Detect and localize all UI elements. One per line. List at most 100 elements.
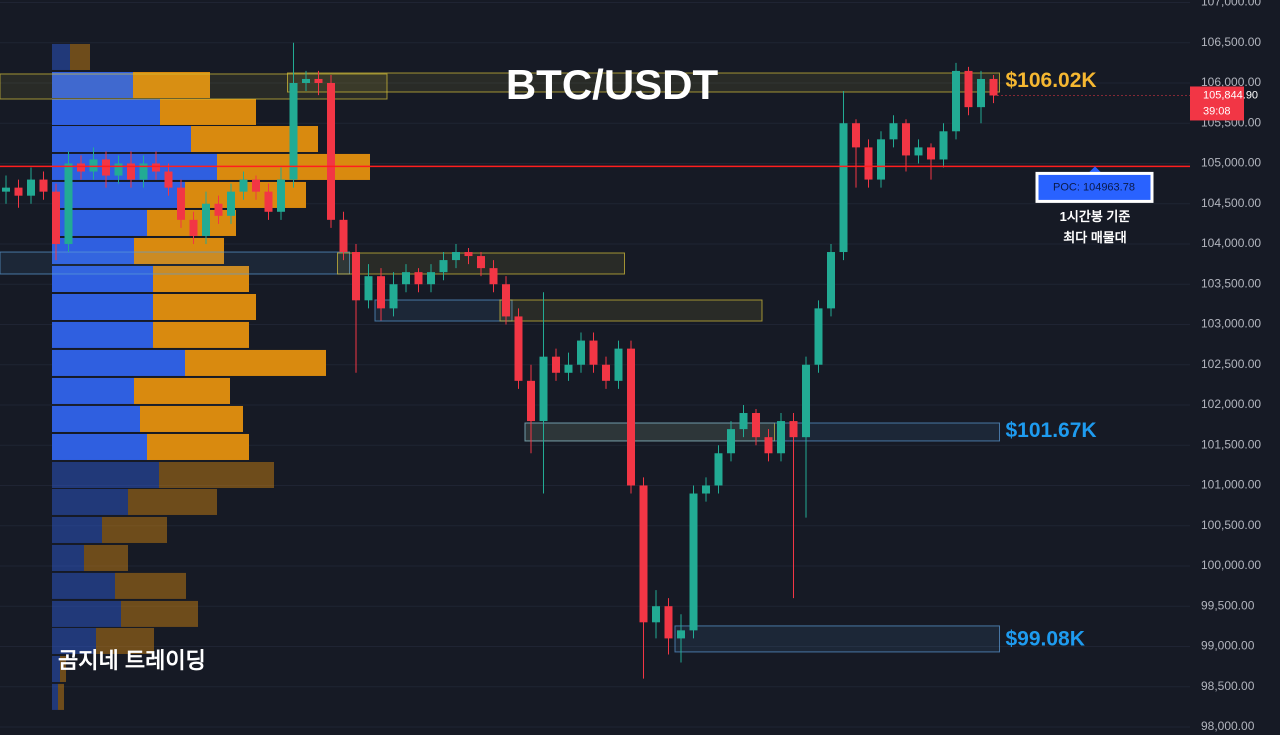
profile-buy-bar xyxy=(52,405,140,432)
candle-body xyxy=(952,70,960,132)
y-tick-label: 102,500.00 xyxy=(1201,357,1261,371)
last-price-tag xyxy=(1190,86,1244,121)
candle-body xyxy=(64,163,73,244)
last-price-label: 105,844.90 xyxy=(1203,89,1258,101)
candle-body xyxy=(439,260,448,273)
candle-body xyxy=(539,356,548,422)
profile-buy-bar xyxy=(52,98,160,125)
candle-body xyxy=(202,203,210,236)
candle-body xyxy=(314,78,323,83)
candle-body xyxy=(452,252,460,261)
profile-sell-bar xyxy=(147,433,249,460)
candle-body xyxy=(402,272,410,285)
candle-body xyxy=(227,191,235,216)
profile-sell-bar xyxy=(70,43,90,70)
profile-sell-bar xyxy=(96,627,154,654)
profile-sell-bar xyxy=(134,377,230,404)
candle-body xyxy=(252,179,260,192)
poc-note: 최다 매물대 xyxy=(1063,230,1126,245)
poc-pointer xyxy=(1088,166,1102,174)
candle-body xyxy=(789,421,798,438)
candle-body xyxy=(939,131,948,160)
candle-body xyxy=(414,272,423,285)
y-tick-label: 104,500.00 xyxy=(1201,196,1261,210)
candle-body xyxy=(564,364,573,373)
profile-buy-bar xyxy=(52,294,153,321)
profile-sell-bar xyxy=(185,349,326,376)
profile-buy-bar xyxy=(52,433,147,460)
candle-body xyxy=(802,364,810,438)
profile-sell-bar xyxy=(121,600,198,627)
candle-body xyxy=(52,191,60,244)
candle-body xyxy=(2,187,10,192)
profile-buy-bar xyxy=(52,71,133,99)
candle-body xyxy=(214,203,223,216)
y-tick-label: 101,500.00 xyxy=(1201,437,1261,451)
candle-body xyxy=(14,187,23,196)
profile-buy-bar xyxy=(52,600,121,627)
y-tick-label: 104,000.00 xyxy=(1201,236,1261,250)
candle-body xyxy=(914,147,923,156)
candle-body xyxy=(889,123,898,140)
candle-body xyxy=(677,630,685,639)
profile-sell-bar xyxy=(140,405,243,432)
profile-sell-bar xyxy=(133,71,210,99)
profile-buy-bar xyxy=(52,488,128,515)
candle-body xyxy=(264,191,273,212)
profile-sell-bar xyxy=(102,516,167,543)
candle-body xyxy=(777,421,785,454)
y-tick-label: 103,500.00 xyxy=(1201,276,1261,290)
candle-body xyxy=(102,159,110,176)
candle-body xyxy=(127,163,135,180)
y-tick-label: 98,000.00 xyxy=(1201,719,1255,733)
candle-body xyxy=(852,123,860,148)
candle-body xyxy=(877,139,885,180)
profile-buy-bar xyxy=(52,349,185,376)
profile-sell-bar xyxy=(115,572,186,599)
candle-body xyxy=(989,78,998,96)
zone xyxy=(374,299,513,322)
candle-body xyxy=(702,485,710,494)
candle-body xyxy=(239,179,248,192)
candle-body xyxy=(527,380,535,422)
y-tick-label: 101,000.00 xyxy=(1201,478,1261,492)
candle-body xyxy=(477,256,485,269)
zone xyxy=(499,299,763,322)
candle-body xyxy=(27,179,35,196)
candle-body xyxy=(189,219,198,236)
profile-sell-bar xyxy=(153,294,256,321)
overlay: $106.02K $101.67K $99.08K POC: 104963.78 1시간… xyxy=(0,69,1258,651)
candle-body xyxy=(514,316,523,381)
volume-profile xyxy=(52,43,370,710)
candle-body xyxy=(839,123,848,253)
candle-body xyxy=(427,272,435,285)
y-tick-label: 100,000.00 xyxy=(1201,558,1261,572)
candle-body xyxy=(77,163,85,172)
profile-sell-bar xyxy=(153,321,249,348)
y-tick-label: 102,000.00 xyxy=(1201,397,1261,411)
candle-body xyxy=(739,413,748,430)
zone xyxy=(0,73,388,100)
profile-buy-bar xyxy=(52,321,153,348)
candles xyxy=(2,42,998,679)
candle-body xyxy=(164,171,173,188)
y-tick-label: 98,500.00 xyxy=(1201,679,1255,693)
y-tick-label: 99,500.00 xyxy=(1201,598,1255,612)
candle-body xyxy=(902,123,910,156)
profile-buy-bar xyxy=(52,544,84,571)
candle-body xyxy=(827,252,835,309)
profile-buy-bar xyxy=(52,572,115,599)
profile-sell-bar xyxy=(160,98,256,125)
candle-body xyxy=(627,348,635,486)
candle-body xyxy=(114,163,123,176)
profile-buy-bar xyxy=(52,265,153,293)
profile-buy-bar xyxy=(52,126,191,153)
candle-body xyxy=(977,78,985,108)
profile-sell-bar xyxy=(191,126,318,153)
y-tick-label: 100,500.00 xyxy=(1201,518,1261,532)
y-tick-label: 106,500.00 xyxy=(1201,35,1261,49)
candle-body xyxy=(964,70,973,108)
candle-body xyxy=(377,276,385,309)
poc-label: POC: 104963.78 xyxy=(1053,181,1135,193)
chart-title: BTC/USDT xyxy=(506,61,719,108)
